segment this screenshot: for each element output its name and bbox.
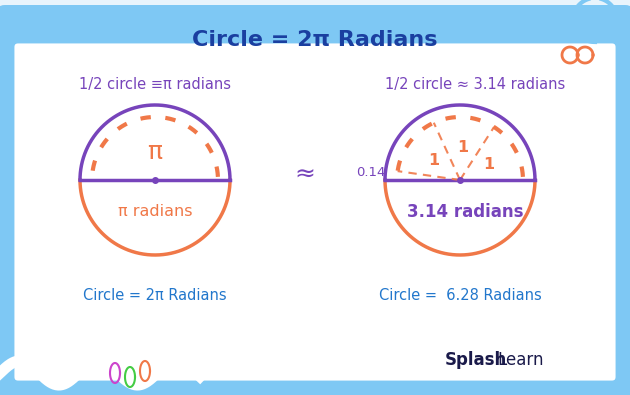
FancyBboxPatch shape	[12, 41, 618, 383]
Text: Circle =  6.28 Radians: Circle = 6.28 Radians	[379, 288, 541, 303]
Text: Circle = 2π Radians: Circle = 2π Radians	[83, 288, 227, 303]
Text: Circle = 2π Radians: Circle = 2π Radians	[192, 30, 438, 50]
Text: 1: 1	[483, 157, 495, 172]
FancyBboxPatch shape	[0, 5, 630, 395]
Text: 0.14: 0.14	[357, 166, 386, 179]
Text: 1: 1	[428, 153, 439, 168]
Text: Learn: Learn	[497, 351, 544, 369]
Text: ≈: ≈	[294, 163, 316, 187]
Text: π: π	[147, 140, 163, 164]
Text: 1/2 circle ≡π radians: 1/2 circle ≡π radians	[79, 77, 231, 92]
Text: 1: 1	[457, 140, 468, 155]
Text: Splash: Splash	[445, 351, 507, 369]
Text: 1/2 circle ≈ 3.14 radians: 1/2 circle ≈ 3.14 radians	[385, 77, 565, 92]
Text: 3.14 radians: 3.14 radians	[407, 203, 524, 221]
Text: π radians: π radians	[118, 205, 192, 220]
